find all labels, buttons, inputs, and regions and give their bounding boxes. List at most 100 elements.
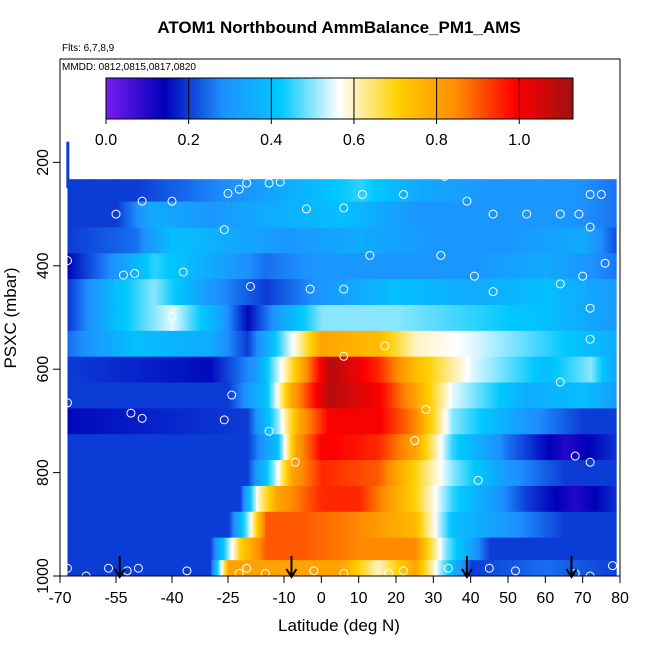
heatmap-cell bbox=[80, 252, 83, 280]
heatmap-cell bbox=[586, 382, 589, 409]
heatmap-cell bbox=[418, 304, 421, 331]
heatmap-cell bbox=[424, 356, 427, 383]
heatmap-cell bbox=[384, 227, 388, 254]
heatmap-cell bbox=[293, 485, 296, 512]
heatmap-cell bbox=[74, 382, 78, 409]
heatmap-cell bbox=[347, 382, 350, 409]
heatmap-cell bbox=[390, 179, 393, 202]
heatmap-cell bbox=[280, 407, 283, 435]
heatmap-cell bbox=[571, 382, 574, 409]
heatmap-cell bbox=[194, 407, 197, 435]
heatmap-cell bbox=[201, 356, 205, 383]
heatmap-cell bbox=[453, 330, 457, 357]
heatmap-cell bbox=[93, 559, 96, 576]
heatmap-cell bbox=[582, 179, 585, 202]
heatmap-cell bbox=[459, 382, 462, 409]
heatmap-cell bbox=[285, 511, 289, 538]
heatmap-cell bbox=[291, 485, 294, 512]
heatmap-cell bbox=[459, 179, 462, 202]
data-point bbox=[462, 196, 472, 206]
heatmap-cell bbox=[500, 278, 503, 305]
heatmap-cell bbox=[450, 356, 453, 383]
heatmap-cell bbox=[172, 485, 175, 512]
heatmap-cell bbox=[130, 252, 134, 280]
heatmap-cell bbox=[545, 179, 548, 202]
heatmap-cell bbox=[364, 407, 367, 435]
heatmap-cell bbox=[577, 511, 580, 538]
heatmap-cell bbox=[517, 227, 520, 254]
heatmap-cell bbox=[78, 201, 81, 228]
heatmap-cell bbox=[485, 201, 488, 228]
heatmap-cell bbox=[351, 179, 354, 202]
heatmap-cell bbox=[612, 252, 615, 280]
heatmap-cell bbox=[422, 179, 425, 202]
heatmap-cell bbox=[310, 511, 313, 538]
heatmap-cell bbox=[302, 433, 305, 461]
heatmap-cell bbox=[149, 252, 152, 280]
heatmap-cell bbox=[369, 459, 373, 486]
heatmap-cell bbox=[194, 537, 197, 561]
heatmap-cell bbox=[483, 278, 486, 305]
heatmap-cell bbox=[338, 485, 341, 512]
heatmap-cell bbox=[130, 201, 134, 228]
heatmap-cell bbox=[489, 304, 492, 331]
heatmap-cell bbox=[144, 278, 147, 305]
heatmap-cell bbox=[237, 459, 240, 486]
heatmap-cell bbox=[123, 201, 126, 228]
heatmap-cell bbox=[270, 382, 274, 409]
heatmap-cell bbox=[351, 382, 354, 409]
heatmap-cell bbox=[371, 179, 374, 202]
heatmap-cell bbox=[575, 356, 578, 383]
heatmap-cell bbox=[453, 356, 457, 383]
heatmap-cell bbox=[179, 459, 182, 486]
heatmap-cell bbox=[524, 201, 528, 228]
heatmap-cell bbox=[487, 356, 490, 383]
heatmap-cell bbox=[584, 433, 587, 461]
heatmap-cell bbox=[509, 559, 513, 576]
heatmap-cell bbox=[502, 382, 505, 409]
data-point bbox=[126, 408, 136, 418]
heatmap-cell bbox=[558, 330, 561, 357]
heatmap-cell bbox=[455, 485, 458, 512]
heatmap-cell bbox=[300, 559, 304, 576]
heatmap-cell bbox=[160, 356, 164, 383]
heatmap-cell bbox=[282, 459, 285, 486]
heatmap-cell bbox=[517, 537, 520, 561]
heatmap-cell bbox=[332, 433, 335, 461]
heatmap-cell bbox=[584, 356, 587, 383]
heatmap-cell bbox=[427, 201, 430, 228]
heatmap-cell bbox=[284, 459, 287, 486]
heatmap-cell bbox=[86, 407, 89, 435]
heatmap-cell bbox=[528, 433, 531, 461]
heatmap-cell bbox=[550, 559, 554, 576]
heatmap-cell bbox=[515, 278, 518, 305]
heatmap-cell bbox=[513, 459, 516, 486]
heatmap-cell bbox=[205, 278, 208, 305]
heatmap-cell bbox=[315, 537, 318, 561]
heatmap-cell bbox=[605, 252, 608, 280]
heatmap-cell bbox=[136, 459, 139, 486]
heatmap-cell bbox=[282, 537, 285, 561]
heatmap-cell bbox=[450, 304, 453, 331]
heatmap-cell bbox=[196, 179, 199, 202]
heatmap-cell bbox=[593, 252, 597, 280]
data-point bbox=[585, 334, 595, 344]
heatmap-cell bbox=[425, 278, 429, 305]
heatmap-cell bbox=[69, 227, 72, 254]
heatmap-cell bbox=[69, 252, 72, 280]
heatmap-cell bbox=[289, 252, 292, 280]
heatmap-cell bbox=[76, 278, 80, 305]
heatmap-cell bbox=[511, 459, 514, 486]
heatmap-cell bbox=[257, 407, 261, 435]
heatmap-cell bbox=[129, 459, 132, 486]
heatmap-cell bbox=[569, 537, 572, 561]
heatmap-cell bbox=[119, 537, 122, 561]
heatmap-cell bbox=[500, 382, 503, 409]
heatmap-cell bbox=[284, 179, 287, 202]
heatmap-cell bbox=[506, 485, 509, 512]
heatmap-cell bbox=[386, 356, 389, 383]
heatmap-cell bbox=[207, 227, 210, 254]
heatmap-cell bbox=[537, 179, 541, 202]
heatmap-cell bbox=[427, 485, 430, 512]
heatmap-cell bbox=[448, 407, 451, 435]
